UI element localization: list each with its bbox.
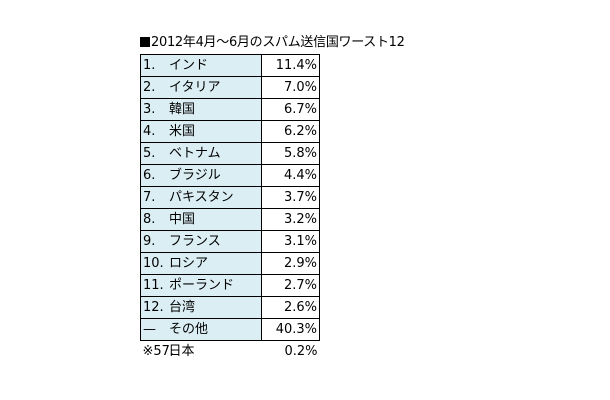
rank-label: 6.: [143, 168, 156, 183]
table-row: — その他 40.3%: [140, 318, 320, 341]
share-value: 40.3%: [261, 318, 320, 341]
rank-label: 3.: [143, 102, 156, 117]
share-value: 3.7%: [261, 186, 320, 209]
share-value: 7.0%: [261, 76, 320, 99]
table-row: 9. フランス 3.1%: [140, 230, 320, 253]
share-value: 2.7%: [261, 274, 320, 297]
country-name: フランス: [169, 234, 221, 249]
share-value: 6.7%: [261, 98, 320, 121]
country-cell: 12. 台湾: [140, 296, 262, 319]
rank-label: —: [143, 322, 156, 337]
table-row: 4. 米国 6.2%: [140, 120, 320, 143]
rank-label: 11.: [143, 278, 164, 293]
share-value: 3.1%: [261, 230, 320, 253]
country-name: 米国: [169, 124, 196, 139]
table-row: 6. ブラジル 4.4%: [140, 164, 320, 187]
country-name: その他: [169, 322, 209, 337]
country-cell: 1. インド: [140, 54, 262, 77]
rank-label: ※57.: [142, 344, 175, 359]
black-square-icon: [140, 37, 150, 47]
country-name: ポーランド: [169, 278, 235, 293]
country-cell: 3. 韓国: [140, 98, 262, 121]
table-title-text: 2012年4月～6月のスパム送信国ワースト12: [151, 35, 405, 50]
country-name: イタリア: [169, 80, 221, 95]
country-name: 韓国: [169, 102, 196, 117]
table-row: 10. ロシア 2.9%: [140, 252, 320, 275]
country-cell: 6. ブラジル: [140, 164, 262, 187]
table-body: 1. インド 11.4% 2. イタリア 7.0% 3. 韓国 6.7% 4. 米国 6.2% 5. ベト…: [140, 54, 320, 362]
rank-label: 12.: [143, 300, 164, 315]
table-row: 2. イタリア 7.0%: [140, 76, 320, 99]
country-name: ベトナム: [169, 146, 221, 161]
rank-label: 9.: [143, 234, 156, 249]
note-row: ※57.日本 0.2%: [140, 340, 320, 362]
rank-label: 5.: [143, 146, 156, 161]
country-name: 台湾: [169, 300, 196, 315]
rank-label: 8.: [143, 212, 156, 227]
country-name: ロシア: [169, 256, 209, 271]
country-cell: 9. フランス: [140, 230, 262, 253]
table-row: 8. 中国 3.2%: [140, 208, 320, 231]
country-name: 日本: [168, 344, 195, 359]
table-row: 1. インド 11.4%: [140, 54, 320, 77]
country-name: パキスタン: [169, 190, 234, 205]
country-cell: 11. ポーランド: [140, 274, 262, 297]
table-row: 7. パキスタン 3.7%: [140, 186, 320, 209]
country-cell: 5. ベトナム: [140, 142, 262, 165]
table-row: 3. 韓国 6.7%: [140, 98, 320, 121]
country-name: ブラジル: [169, 168, 221, 183]
country-name: 中国: [169, 212, 196, 227]
spam-table-figure: 2012年4月～6月のスパム送信国ワースト12 1. インド 11.4% 2. イタリア…: [140, 34, 405, 362]
country-cell: — その他: [140, 318, 262, 341]
country-cell: 10. ロシア: [140, 252, 262, 275]
share-value: 0.2%: [261, 340, 320, 362]
rank-label: 4.: [143, 124, 156, 139]
country-cell: 8. 中国: [140, 208, 262, 231]
share-value: 2.6%: [261, 296, 320, 319]
country-cell: ※57.日本: [140, 340, 262, 362]
share-value: 5.8%: [261, 142, 320, 165]
share-value: 2.9%: [261, 252, 320, 275]
table-row: 5. ベトナム 5.8%: [140, 142, 320, 165]
table-title: 2012年4月～6月のスパム送信国ワースト12: [140, 34, 405, 52]
country-cell: 2. イタリア: [140, 76, 262, 99]
share-value: 6.2%: [261, 120, 320, 143]
rank-label: 2.: [143, 80, 156, 95]
rank-label: 1.: [143, 58, 156, 73]
spam-country-table: 1. インド 11.4% 2. イタリア 7.0% 3. 韓国 6.7% 4. 米国 6.2% 5. ベト…: [140, 54, 320, 362]
share-value: 4.4%: [261, 164, 320, 187]
table-row: 11. ポーランド 2.7%: [140, 274, 320, 297]
country-cell: 7. パキスタン: [140, 186, 262, 209]
rank-label: 10.: [143, 256, 164, 271]
rank-label: 7.: [143, 190, 156, 205]
share-value: 11.4%: [261, 54, 320, 77]
country-cell: 4. 米国: [140, 120, 262, 143]
table-row: 12. 台湾 2.6%: [140, 296, 320, 319]
share-value: 3.2%: [261, 208, 320, 231]
country-name: インド: [169, 58, 209, 73]
